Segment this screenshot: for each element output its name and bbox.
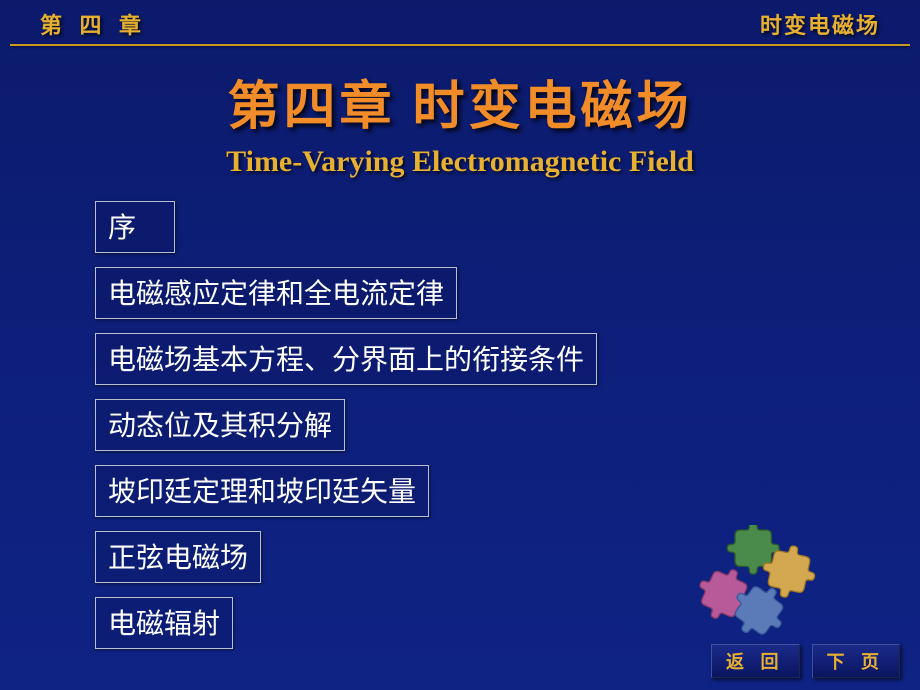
puzzle-icon [690,525,830,635]
chapter-label: 第 四 章 [40,8,147,40]
toc-item-5[interactable]: 正弦电磁场 [95,531,261,583]
page-subtitle: Time-Varying Electromagnetic Field [0,145,920,179]
header-bar: 第 四 章 时变电磁场 [0,0,920,44]
next-button[interactable]: 下 页 [812,644,901,678]
chapter-topic: 时变电磁场 [760,8,880,40]
toc-item-3[interactable]: 动态位及其积分解 [95,399,345,451]
toc-item-0[interactable]: 序 [95,201,175,253]
back-button[interactable]: 返 回 [711,644,800,678]
header-divider [10,44,910,46]
toc-item-2[interactable]: 电磁场基本方程、分界面上的衔接条件 [95,333,597,385]
toc-item-1[interactable]: 电磁感应定律和全电流定律 [95,267,457,319]
page-title: 第四章 时变电磁场 [0,64,920,139]
toc-item-4[interactable]: 坡印廷定理和坡印廷矢量 [95,465,429,517]
nav-buttons: 返 回 下 页 [711,644,900,678]
toc-item-6[interactable]: 电磁辐射 [95,597,233,649]
